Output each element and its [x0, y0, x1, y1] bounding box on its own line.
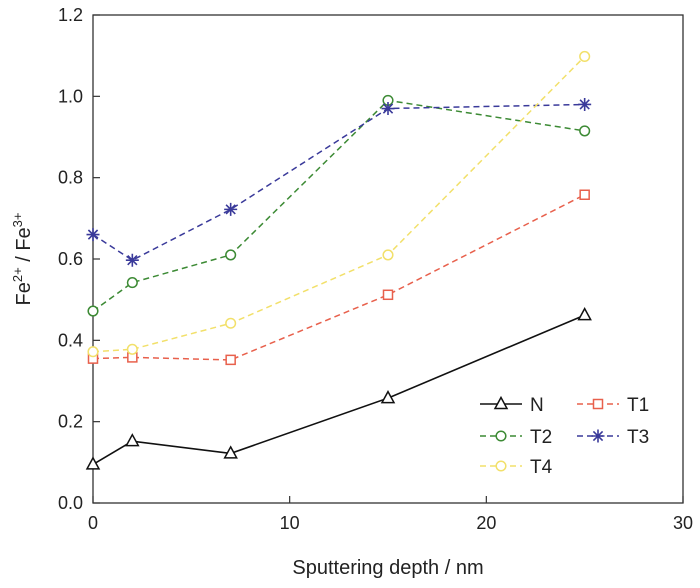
- series-T2: [87, 94, 591, 317]
- data-point-T3: [381, 102, 395, 116]
- y-tick-label: 1.2: [58, 5, 83, 25]
- y-axis-label: Fe2+ / Fe3+: [10, 212, 35, 305]
- data-point-T4: [579, 50, 591, 63]
- legend-marker: [493, 395, 509, 410]
- data-point-T4: [225, 317, 237, 329]
- legend-item-T1: T1: [577, 395, 649, 416]
- y-tick-label: 0.8: [58, 168, 83, 188]
- y-tick-label: 0.6: [58, 249, 83, 269]
- data-point-T1: [382, 289, 394, 301]
- series-line-T3: [92, 103, 585, 262]
- data-point-T3: [125, 253, 139, 267]
- data-point-N: [125, 433, 140, 447]
- series-T3: [86, 97, 592, 267]
- y-label-sup-2: 3+: [10, 212, 25, 227]
- y-label-sup-1: 2+: [10, 267, 25, 282]
- series-line-N: [92, 314, 586, 466]
- y-tick-label: 1.0: [58, 86, 83, 106]
- legend-label: N: [530, 395, 544, 416]
- data-point-T4: [382, 249, 394, 261]
- legend-item-T3: T3: [577, 427, 649, 448]
- legend-marker: [592, 398, 604, 410]
- x-tick-label: 10: [280, 513, 300, 533]
- y-label-mid: / Fe: [13, 227, 35, 267]
- axis-ticks: 0 10 20 30 0.0 0.2 0.4 0.6 0.8 1.0 1.2: [58, 5, 693, 533]
- legend-label: T4: [530, 457, 553, 478]
- data-point-T3: [224, 202, 238, 216]
- legend-label: T3: [627, 427, 649, 448]
- y-tick-label: 0.0: [58, 493, 83, 513]
- series-N: [85, 307, 592, 470]
- data-point-N: [577, 307, 592, 321]
- series-line-T4: [92, 55, 586, 353]
- legend-marker: [591, 429, 605, 443]
- x-tick-label: 0: [88, 513, 98, 533]
- data-point-T3: [86, 228, 100, 242]
- data-point-N: [85, 456, 101, 470]
- x-tick-label: 20: [476, 513, 496, 533]
- data-point-T3: [578, 97, 592, 111]
- series-T1: [87, 189, 590, 366]
- data-point-T2: [126, 277, 138, 289]
- y-label-fe-1: Fe: [13, 282, 35, 305]
- data-point-N: [223, 445, 238, 459]
- legend-marker: [495, 460, 507, 472]
- data-point-T1: [579, 189, 590, 200]
- x-axis-label: Sputtering depth / nm: [292, 557, 483, 579]
- legend-label: T1: [627, 395, 649, 416]
- series-line-T2: [92, 99, 585, 312]
- series-T4: [87, 50, 591, 358]
- legend-item-T4: T4: [480, 457, 553, 478]
- legend-marker: [495, 430, 507, 442]
- x-tick-label: 30: [673, 513, 693, 533]
- data-point-T2: [225, 249, 237, 261]
- legend-item-N: N: [480, 395, 544, 416]
- legend-item-T2: T2: [480, 427, 552, 448]
- data-point-T4: [126, 343, 138, 355]
- y-tick-label: 0.4: [58, 330, 83, 350]
- series-line-T1: [92, 194, 586, 361]
- data-point-T2: [87, 305, 99, 317]
- y-tick-label: 0.2: [58, 412, 83, 432]
- data-point-T2: [579, 125, 591, 137]
- data-point-T1: [225, 354, 236, 366]
- legend: N T1 T2 T3 T4: [480, 395, 649, 478]
- data-point-N: [380, 390, 396, 404]
- data-point-T4: [87, 346, 99, 358]
- legend-label: T2: [530, 427, 552, 448]
- series-layer: [85, 50, 592, 470]
